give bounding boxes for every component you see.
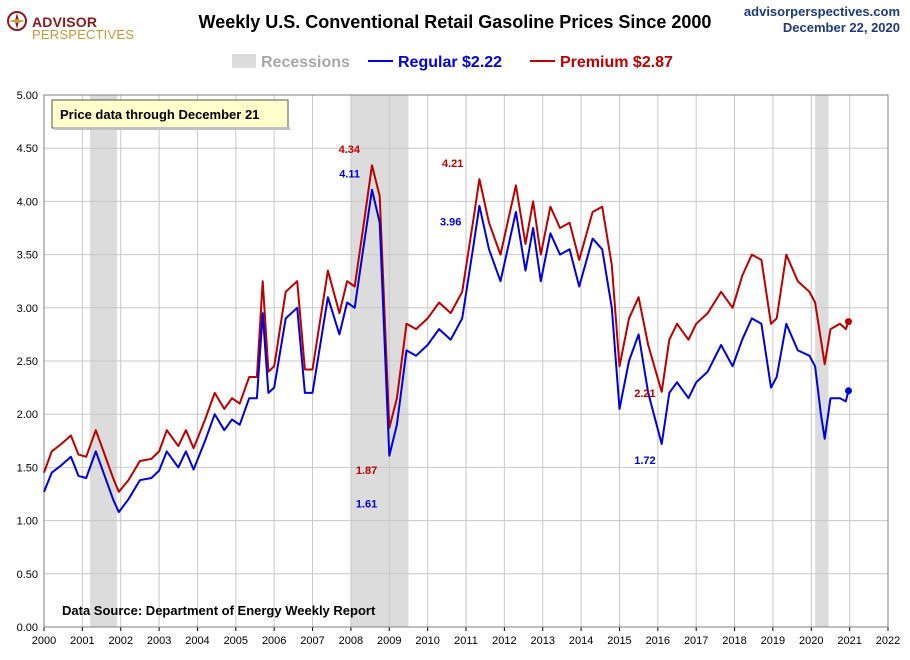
series-line-regular xyxy=(43,188,850,514)
x-tick-label: 2011 xyxy=(454,635,478,647)
peak-trough-label: 4.34 xyxy=(339,144,361,156)
legend-recession-label: Recessions xyxy=(261,54,350,71)
y-tick-label: 5.00 xyxy=(17,90,38,102)
x-tick-label: 2020 xyxy=(799,635,823,647)
legend-regular-label: Regular $2.22 xyxy=(398,54,502,71)
x-tick-label: 2019 xyxy=(761,635,785,647)
note-text: Price data through December 21 xyxy=(60,107,259,122)
peak-trough-label: 4.11 xyxy=(339,169,360,181)
y-tick-label: 2.50 xyxy=(17,356,38,368)
x-tick-label: 2016 xyxy=(646,635,670,647)
legend-recession-swatch xyxy=(232,54,256,68)
y-tick-label: 0.50 xyxy=(17,569,38,581)
x-tick-label: 2014 xyxy=(569,635,593,647)
advisor-perspectives-logo: ADVISOR PERSPECTIVES xyxy=(6,6,146,42)
plot-border xyxy=(43,94,889,628)
x-tick-label: 2006 xyxy=(262,635,286,647)
x-tick-label: 2022 xyxy=(876,635,900,647)
y-tick-label: 0.00 xyxy=(17,622,38,634)
peak-trough-label: 1.72 xyxy=(634,455,655,467)
x-tick-label: 2010 xyxy=(415,635,439,647)
series-endpoint-premium xyxy=(844,318,852,326)
logo-line2: PERSPECTIVES xyxy=(32,27,135,42)
y-tick-label: 4.50 xyxy=(17,143,38,155)
x-tick-label: 2013 xyxy=(530,635,554,647)
series-line-premium xyxy=(43,164,850,493)
compass-icon xyxy=(7,11,27,31)
site-url[interactable]: advisorperspectives.com xyxy=(743,4,900,19)
x-tick-label: 2004 xyxy=(185,635,209,647)
site-date: December 22, 2020 xyxy=(782,20,900,35)
peak-trough-label: 1.87 xyxy=(356,465,377,477)
x-tick-label: 2015 xyxy=(607,635,631,647)
y-tick-label: 1.00 xyxy=(17,516,38,528)
x-tick-label: 2007 xyxy=(300,635,324,647)
x-tick-label: 2003 xyxy=(147,635,171,647)
x-tick-label: 2001 xyxy=(70,635,94,647)
peak-trough-label: 3.96 xyxy=(440,217,461,229)
logo-line1: ADVISOR xyxy=(32,14,98,30)
note-box xyxy=(51,99,289,129)
x-tick-label: 2018 xyxy=(722,635,746,647)
y-tick-label: 3.00 xyxy=(17,303,38,315)
x-tick-label: 2017 xyxy=(684,635,708,647)
y-tick-label: 2.00 xyxy=(17,409,38,421)
site-info: advisorperspectives.com December 22, 202… xyxy=(744,4,900,36)
x-tick-label: 2005 xyxy=(224,635,248,647)
x-tick-label: 2012 xyxy=(492,635,516,647)
y-tick-label: 1.50 xyxy=(17,462,38,474)
x-tick-label: 2002 xyxy=(108,635,132,647)
x-tick-label: 2009 xyxy=(377,635,401,647)
peak-trough-label: 1.61 xyxy=(356,499,377,511)
legend-premium-label: Premium $2.87 xyxy=(560,54,673,71)
note-box-shadow xyxy=(54,127,290,130)
peak-trough-label: 4.21 xyxy=(442,158,463,170)
y-tick-label: 4.00 xyxy=(17,196,38,208)
x-tick-label: 2008 xyxy=(339,635,363,647)
peak-trough-label: 2.21 xyxy=(634,388,655,400)
data-source: Data Source: Department of Energy Weekly… xyxy=(62,603,376,618)
series-endpoint-regular xyxy=(844,387,852,395)
x-tick-label: 2021 xyxy=(837,635,861,647)
chart-title: Weekly U.S. Conventional Retail Gasoline… xyxy=(198,12,712,32)
y-tick-label: 3.50 xyxy=(17,250,38,262)
x-tick-label: 2000 xyxy=(32,635,56,647)
